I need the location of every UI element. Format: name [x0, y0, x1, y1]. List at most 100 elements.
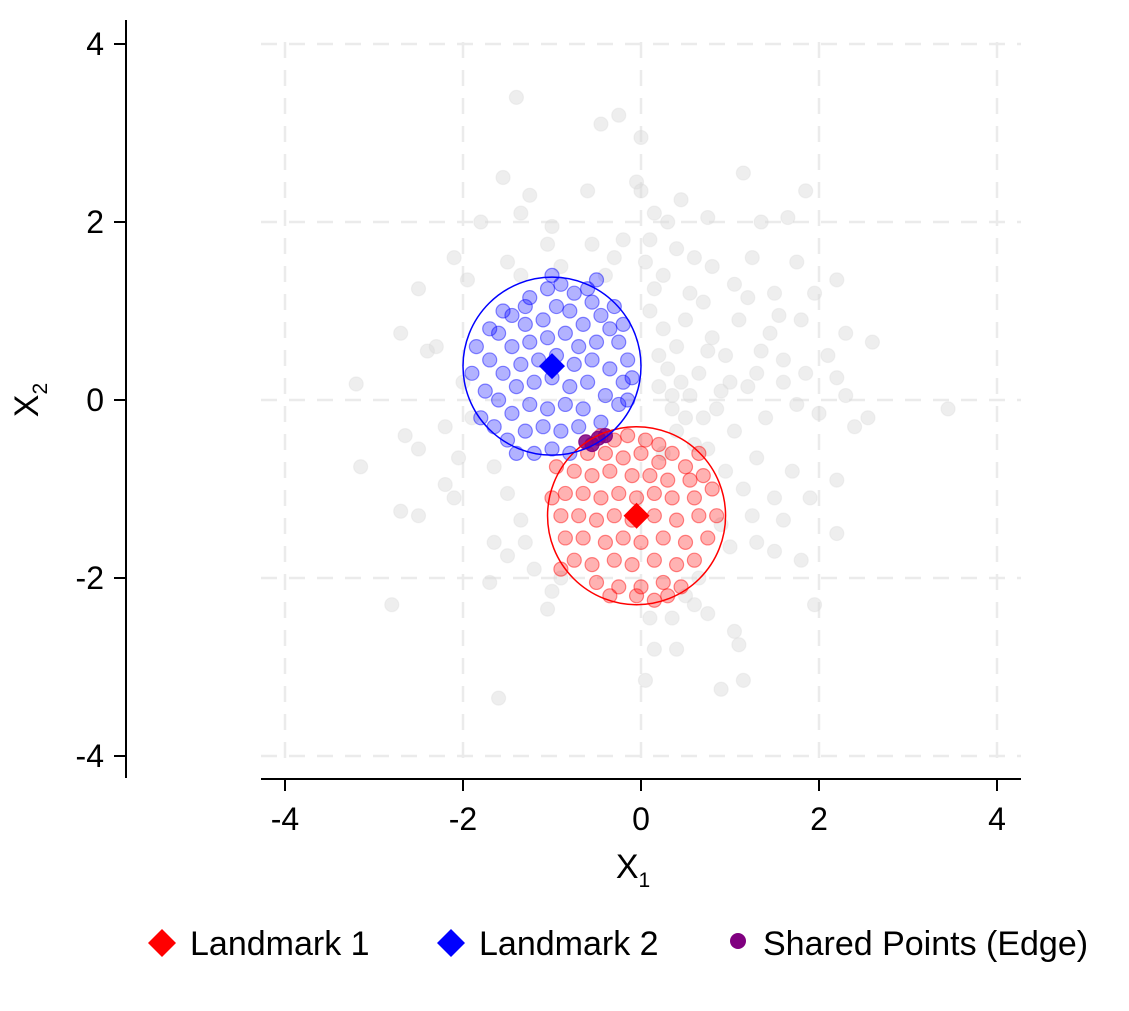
background-point-68: [838, 387, 854, 404]
background-point-2: [611, 107, 627, 123]
landmark-1-cluster-point-6: [597, 445, 614, 461]
background-point-82: [784, 463, 800, 479]
x-axis-title-subscript: 1: [639, 869, 651, 892]
background-point-48: [793, 312, 809, 328]
landmark-2-cluster-point-12: [575, 316, 591, 332]
background-point-109: [731, 637, 747, 653]
landmark-1-cluster-point-20: [557, 485, 573, 502]
background-point-26: [655, 267, 671, 283]
landmark-2-radius-circle: [462, 276, 642, 456]
landmark-2-cluster-point-45: [522, 396, 538, 413]
background-point-100: [700, 605, 716, 622]
background-point-62: [726, 423, 743, 439]
landmark-2-cluster-point-0: [539, 281, 556, 297]
landmark-1-cluster-point-11: [677, 459, 694, 475]
landmark-1-cluster-point-17: [660, 472, 676, 488]
landmark-1-cluster-point-16: [642, 468, 658, 484]
landmark-2-cluster-point-21: [588, 334, 605, 350]
background-point-96: [539, 601, 556, 617]
landmark-2-cluster-point-9: [504, 307, 520, 324]
landmark-1-cluster-point-37: [557, 530, 573, 546]
landmark-2-cluster-point-13: [602, 321, 618, 337]
landmark-2-cluster-point-19: [557, 325, 573, 341]
background-point-112: [673, 374, 689, 390]
background-point-93: [829, 525, 845, 542]
background-point-54: [410, 441, 427, 457]
background-point-92: [793, 552, 809, 568]
landmark-2-cluster-point-66: [544, 267, 560, 283]
landmark-2-cluster-point-11: [535, 312, 551, 328]
background-point-87: [486, 534, 502, 551]
background-point-28: [704, 258, 720, 275]
landmark-2-cluster-point-34: [491, 392, 507, 408]
background-point-7: [579, 183, 596, 199]
x-tick-label-3: 2: [810, 801, 828, 837]
background-point-27: [682, 285, 698, 301]
landmark-2-cluster-point-5: [548, 298, 565, 315]
background-point-85: [393, 503, 409, 519]
background-point-20: [446, 250, 462, 266]
landmark-2-cluster-point-56: [544, 441, 560, 457]
background-point-139: [526, 561, 542, 577]
background-point-19: [473, 214, 489, 230]
background-point-69: [846, 419, 863, 435]
x-axis-title: X1: [616, 848, 650, 892]
landmark-1-cluster-point-39: [597, 534, 614, 551]
background-point-18: [753, 214, 769, 230]
background-point-21: [410, 281, 427, 297]
background-point-128: [700, 343, 716, 359]
background-point-142: [775, 512, 792, 528]
background-point-39: [668, 339, 685, 355]
background-point-41: [691, 365, 707, 381]
landmark-1-cluster-point-54: [633, 579, 649, 595]
landmark-1-cluster-point-44: [700, 530, 716, 546]
background-point-146: [544, 583, 560, 599]
landmark-2-cluster-point-25: [513, 356, 529, 372]
landmark-1-cluster-point-49: [646, 552, 662, 568]
background-point-3: [633, 129, 649, 146]
background-point-67: [811, 405, 827, 421]
landmark-2-cluster-point-64: [624, 370, 640, 386]
background-point-132: [539, 236, 556, 252]
background-point-40: [677, 312, 694, 328]
background-point-12: [544, 218, 560, 235]
landmark-2-cluster-point-29: [584, 352, 600, 368]
legend: Landmark 1 Landmark 2 Shared Points (Edg…: [148, 925, 1088, 963]
landmark-2-cluster-point-41: [611, 396, 627, 413]
background-point-0: [508, 89, 525, 106]
background-point-29: [726, 276, 743, 292]
landmark-1-cluster-point-51: [686, 552, 703, 568]
landmark-2-cluster-point-50: [499, 432, 516, 448]
landmark-2-cluster-point-16: [504, 339, 520, 355]
background-point-104: [637, 672, 654, 688]
background-point-98: [664, 610, 680, 626]
background-point-141: [744, 508, 760, 524]
landmark-2-cluster-point-6: [562, 303, 578, 319]
landmark-1-cluster-point-38: [575, 530, 591, 546]
landmark-1-cluster-point-48: [624, 557, 640, 573]
background-point-51: [864, 334, 881, 350]
background-point-61: [713, 383, 729, 399]
x-tick-label-2: 0: [632, 801, 650, 837]
background-point-52: [348, 376, 364, 392]
landmark-1-cluster-point-60: [709, 508, 725, 524]
landmark-1-cluster-point-28: [704, 481, 720, 497]
background-point-13: [646, 205, 662, 221]
landmark-1-cluster-point-8: [633, 445, 649, 461]
landmark-2-cluster-point-14: [611, 334, 627, 350]
landmark-2-cluster-point-49: [593, 414, 609, 430]
background-point-6: [495, 169, 511, 186]
background-point-8: [633, 183, 649, 199]
background-point-102: [806, 597, 823, 613]
background-point-30: [744, 250, 760, 266]
background-point-127: [677, 410, 694, 426]
background-point-16: [780, 209, 796, 226]
background-point-116: [722, 374, 738, 390]
background-point-63: [740, 379, 756, 395]
landmark-1-cluster-point-7: [615, 450, 631, 466]
y-tick-label-0: -4: [76, 738, 104, 774]
background-point-138: [517, 534, 533, 551]
background-point-70: [860, 410, 876, 426]
landmark-1-cluster-point-47: [606, 552, 622, 568]
background-point-107: [713, 681, 729, 697]
